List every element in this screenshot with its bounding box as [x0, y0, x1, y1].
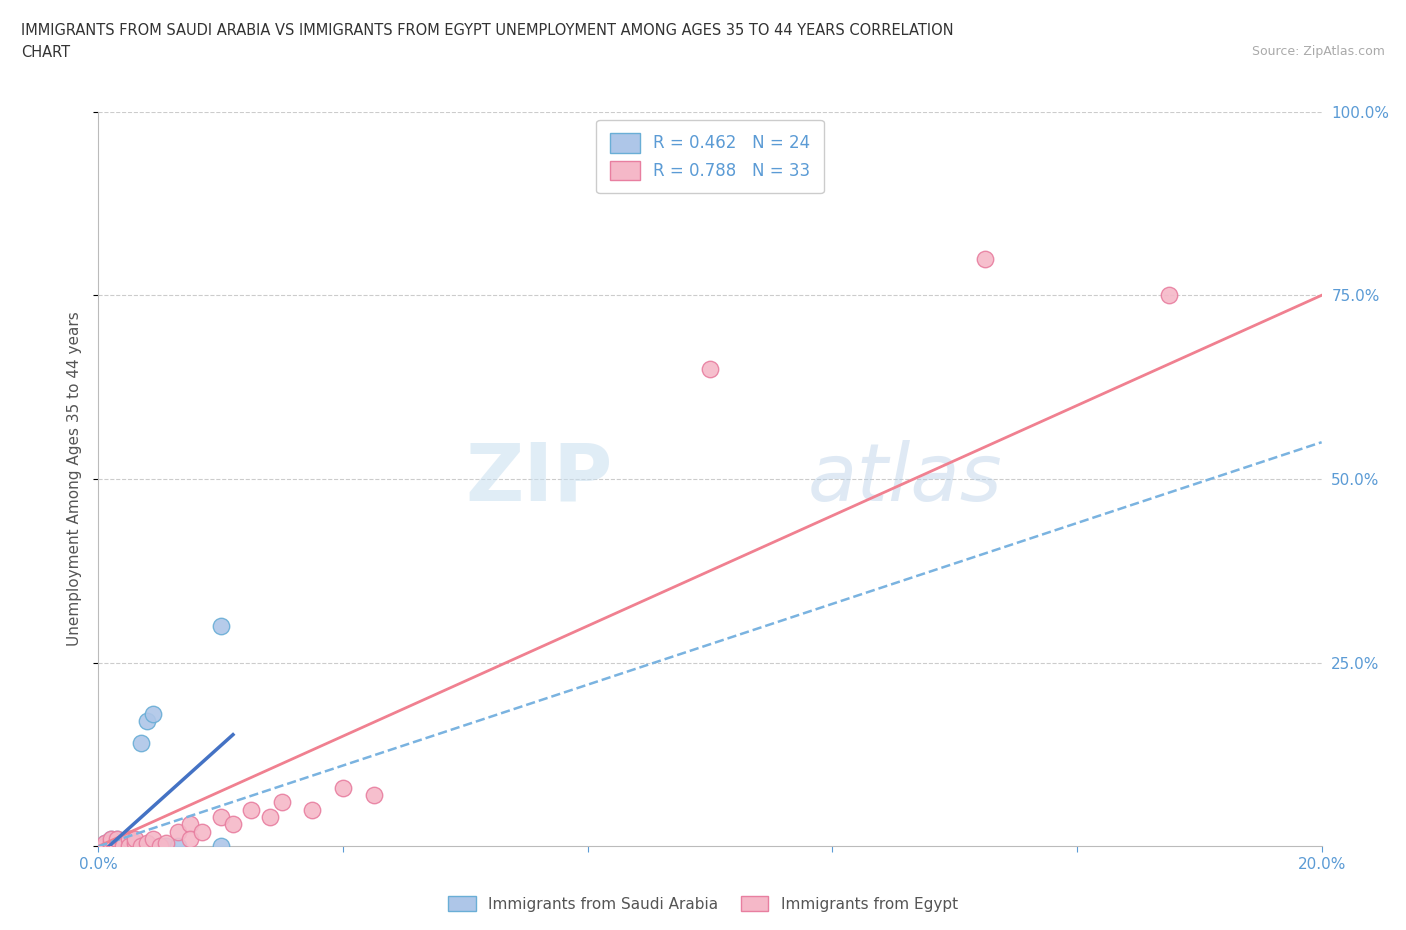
- Point: [100, 835, 122, 850]
- Point: [167, 824, 190, 839]
- Point: [142, 707, 165, 722]
- Point: [191, 824, 214, 839]
- Point: [222, 817, 245, 831]
- Text: ZIP: ZIP: [465, 440, 612, 518]
- Text: atlas: atlas: [808, 440, 1002, 518]
- Point: [149, 839, 172, 854]
- Point: [142, 831, 165, 846]
- Point: [136, 835, 159, 850]
- Legend: Immigrants from Saudi Arabia, Immigrants from Egypt: Immigrants from Saudi Arabia, Immigrants…: [441, 889, 965, 918]
- Point: [124, 831, 146, 846]
- Point: [124, 835, 146, 850]
- Point: [179, 817, 201, 831]
- Point: [118, 839, 141, 854]
- Point: [167, 839, 190, 854]
- Point: [105, 839, 128, 854]
- Point: [270, 795, 292, 810]
- Point: [179, 831, 201, 846]
- Point: [93, 839, 115, 854]
- Text: Source: ZipAtlas.com: Source: ZipAtlas.com: [1251, 45, 1385, 58]
- Point: [124, 835, 146, 850]
- Point: [105, 839, 128, 854]
- Point: [332, 780, 354, 795]
- Point: [100, 831, 122, 846]
- Text: IMMIGRANTS FROM SAUDI ARABIA VS IMMIGRANTS FROM EGYPT UNEMPLOYMENT AMONG AGES 35: IMMIGRANTS FROM SAUDI ARABIA VS IMMIGRAN…: [21, 23, 953, 38]
- Point: [699, 361, 721, 376]
- Point: [111, 839, 134, 854]
- Point: [118, 831, 141, 846]
- Point: [111, 839, 134, 854]
- Point: [209, 809, 232, 824]
- Point: [105, 835, 128, 850]
- Point: [100, 839, 122, 854]
- Y-axis label: Unemployment Among Ages 35 to 44 years: Unemployment Among Ages 35 to 44 years: [67, 312, 83, 646]
- Point: [100, 831, 122, 846]
- Point: [111, 835, 134, 850]
- Point: [240, 802, 263, 817]
- Point: [301, 802, 323, 817]
- Point: [100, 839, 122, 854]
- Point: [93, 835, 115, 850]
- Point: [124, 839, 146, 854]
- Point: [1157, 288, 1180, 303]
- Point: [155, 839, 177, 854]
- Point: [155, 835, 177, 850]
- Point: [129, 736, 152, 751]
- Point: [111, 839, 134, 854]
- Point: [118, 831, 141, 846]
- Point: [209, 618, 232, 633]
- Point: [129, 839, 152, 854]
- Point: [363, 788, 385, 803]
- Point: [974, 251, 997, 266]
- Point: [136, 714, 159, 729]
- Point: [93, 839, 115, 854]
- Point: [93, 835, 115, 850]
- Text: CHART: CHART: [21, 45, 70, 60]
- Point: [209, 839, 232, 854]
- Point: [118, 839, 141, 854]
- Point: [259, 809, 281, 824]
- Point: [111, 835, 134, 850]
- Legend: R = 0.462   N = 24, R = 0.788   N = 33: R = 0.462 N = 24, R = 0.788 N = 33: [596, 120, 824, 193]
- Point: [118, 835, 141, 850]
- Point: [100, 839, 122, 854]
- Point: [105, 831, 128, 846]
- Point: [149, 839, 172, 854]
- Point: [105, 831, 128, 846]
